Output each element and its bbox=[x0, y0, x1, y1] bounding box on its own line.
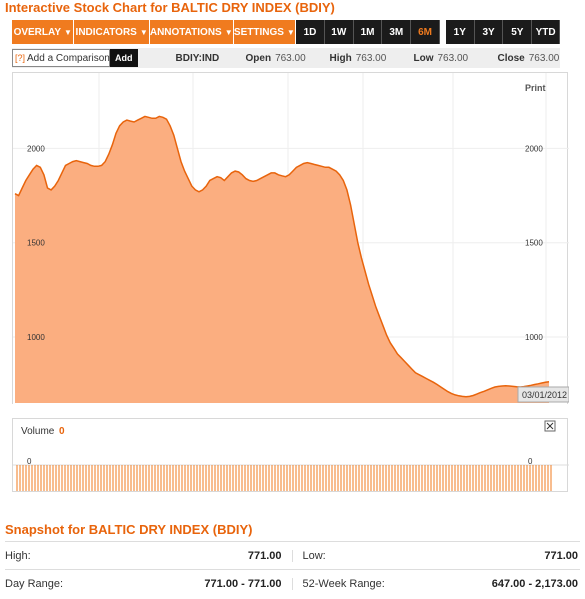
chevron-down-icon: ▼ bbox=[139, 27, 148, 37]
volume-axis-left: 0 bbox=[27, 457, 32, 466]
date-tag: 03/01/2012 bbox=[522, 390, 567, 400]
snapshot-row: Day Range: 771.00 - 771.00 52-Week Range:… bbox=[5, 569, 580, 597]
price-line bbox=[14, 115, 550, 398]
page-title: Interactive Stock Chart for BALTIC DRY I… bbox=[5, 0, 335, 15]
range-3m-button[interactable]: 3M bbox=[382, 20, 412, 44]
price-chart-panel[interactable]: 10001000150015002000200025002500 OCTNOVD… bbox=[12, 50, 570, 414]
range-1d-button[interactable]: 1D bbox=[296, 20, 325, 44]
range-5y-button[interactable]: 5Y bbox=[503, 20, 533, 44]
close-field: Close 763.00 bbox=[497, 52, 560, 64]
snapshot-cell: Day Range: 771.00 - 771.00 bbox=[5, 577, 293, 590]
volume-value: 0 bbox=[59, 426, 65, 437]
range-1y-button[interactable]: 1Y bbox=[445, 20, 475, 44]
annotations-menu-button[interactable]: ANNOTATIONS ▼ bbox=[149, 20, 234, 44]
y-tick-label-left: 1500 bbox=[27, 239, 45, 248]
comparison-input[interactable]: [?] Add a Comparison bbox=[12, 49, 110, 67]
chevron-down-icon: ▼ bbox=[224, 27, 233, 37]
y-tick-label-right: 1000 bbox=[525, 333, 543, 342]
overlay-menu-button[interactable]: OVERLAY ▼ bbox=[12, 20, 75, 44]
close-icon-stroke bbox=[546, 422, 554, 430]
snapshot-cell: Low: 771.00 bbox=[302, 549, 579, 562]
settings-menu-button[interactable]: SETTINGS ▼ bbox=[233, 20, 297, 44]
open-field: Open 763.00 bbox=[245, 52, 306, 64]
range-6m-button[interactable]: 6M bbox=[411, 20, 440, 44]
range-1w-button[interactable]: 1W bbox=[324, 20, 354, 44]
volume-axis-right: 0 bbox=[528, 457, 533, 466]
indicators-menu-button[interactable]: INDICATORS ▼ bbox=[74, 20, 150, 44]
y-tick-label-left: 2000 bbox=[27, 144, 45, 153]
help-icon[interactable]: [?] bbox=[15, 53, 26, 63]
range-1m-button[interactable]: 1M bbox=[353, 20, 383, 44]
price-chart[interactable]: 10001000150015002000200025002500 OCTNOVD… bbox=[13, 50, 570, 414]
y-tick-label-right: 2000 bbox=[525, 144, 543, 153]
chevron-down-icon: ▼ bbox=[286, 27, 295, 37]
volume-panel: Volume 0 0 0 bbox=[12, 418, 569, 492]
add-comparison-button[interactable]: Add bbox=[110, 49, 138, 67]
toolbar-divider bbox=[439, 20, 446, 44]
high-field: High 763.00 bbox=[329, 52, 387, 64]
symbol-label: BDIY:IND bbox=[175, 52, 220, 64]
print-link[interactable]: Print bbox=[525, 83, 546, 93]
y-tick-label-left: 1000 bbox=[27, 333, 45, 342]
y-tick-label-right: 1500 bbox=[525, 239, 543, 248]
price-area bbox=[15, 116, 549, 404]
snapshot-cell: 52-Week Range: 647.00 - 2,173.00 bbox=[302, 577, 579, 590]
chevron-down-icon: ▼ bbox=[63, 27, 72, 37]
volume-chart: Volume 0 0 0 bbox=[13, 420, 569, 491]
comparison-placeholder: Add a Comparison bbox=[27, 52, 110, 64]
low-field: Low 763.00 bbox=[413, 52, 469, 64]
snapshot-cell: High: 771.00 bbox=[5, 549, 293, 562]
range-ytd-button[interactable]: YTD bbox=[532, 20, 560, 44]
snapshot-title: Snapshot for BALTIC DRY INDEX (BDIY) bbox=[5, 522, 253, 537]
snapshot-table: High: 771.00 Low: 771.00 Day Range: 771.00 … bbox=[5, 541, 580, 597]
volume-label: Volume bbox=[21, 426, 55, 437]
range-3y-button[interactable]: 3Y bbox=[474, 20, 504, 44]
snapshot-row: High: 771.00 Low: 771.00 bbox=[5, 541, 580, 569]
quote-bar: [?] Add a Comparison Add BDIY:IND Open 76… bbox=[12, 48, 560, 68]
chart-toolbar: OVERLAY ▼ INDICATORS ▼ ANNOTATIONS ▼ SETTIN… bbox=[12, 20, 560, 44]
